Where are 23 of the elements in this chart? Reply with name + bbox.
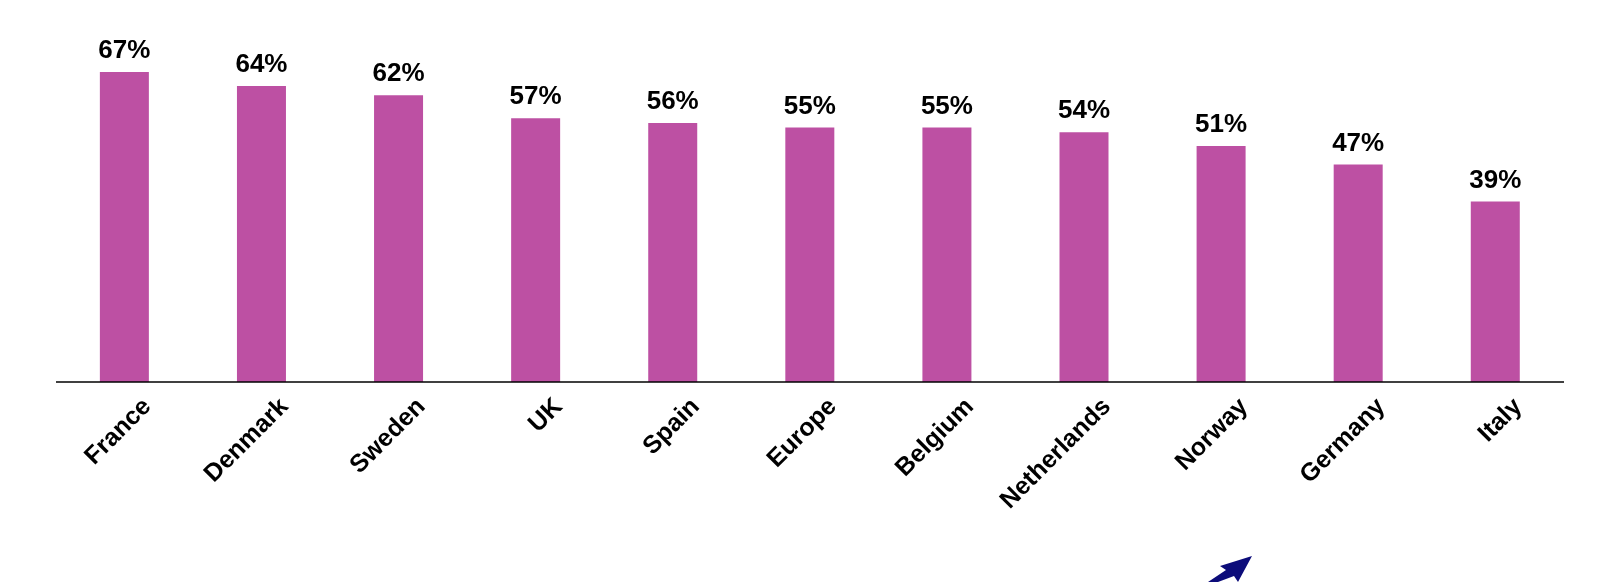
- bar: [1196, 146, 1246, 382]
- data-label: 55%: [783, 89, 836, 120]
- data-label: 57%: [509, 80, 562, 111]
- bar: [99, 72, 149, 382]
- x-tick-label: UK: [521, 391, 568, 437]
- data-label: 55%: [920, 89, 973, 120]
- data-label: 64%: [235, 47, 288, 78]
- data-label: 39%: [1469, 163, 1522, 194]
- bar: [374, 95, 424, 382]
- data-label: 54%: [1057, 94, 1111, 125]
- bar: [511, 118, 561, 382]
- data-label: 51%: [1195, 108, 1248, 139]
- data-label: 62%: [372, 57, 425, 88]
- bar: [922, 127, 972, 382]
- bar: [236, 85, 286, 382]
- bar: [1470, 201, 1520, 382]
- data-label: 56%: [646, 84, 699, 115]
- bar: [1059, 132, 1109, 382]
- data-label: 47%: [1332, 126, 1385, 157]
- data-label: 67%: [98, 34, 151, 64]
- bar: [785, 127, 835, 382]
- bar: [1333, 164, 1383, 382]
- bar: [648, 122, 698, 382]
